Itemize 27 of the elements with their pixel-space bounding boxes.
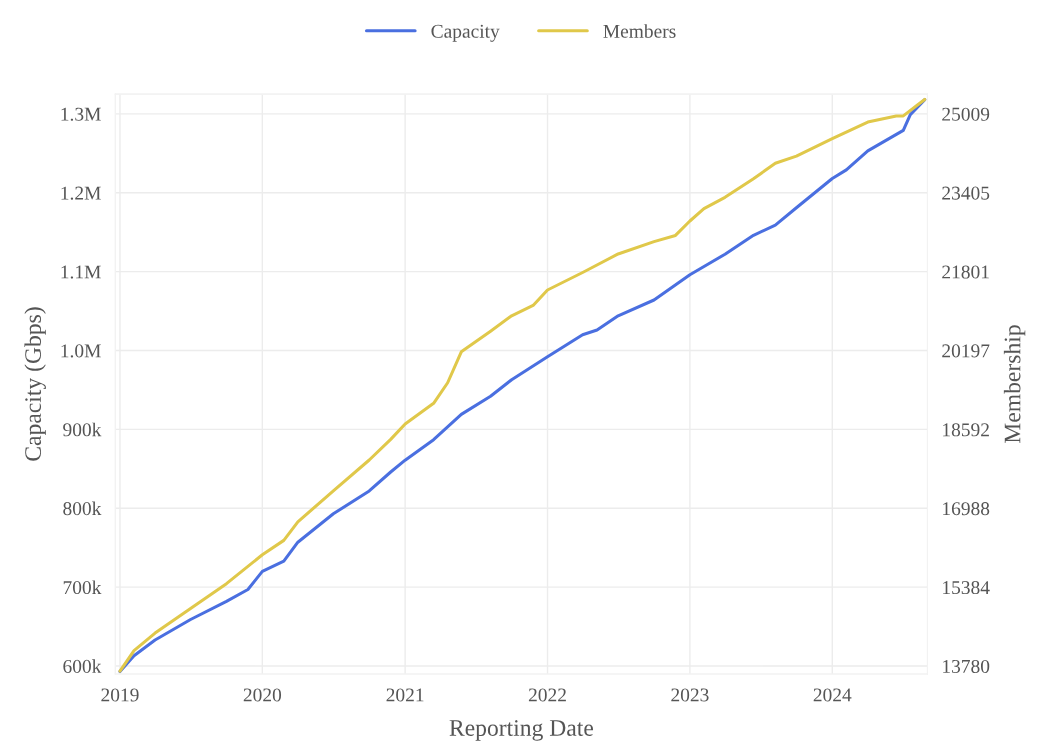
- x-tick-label: 2024: [813, 688, 852, 702]
- y2-tick-label: 16988: [943, 502, 990, 516]
- y2-axis-title: Membership: [1003, 325, 1026, 444]
- y2-tick-label: 21801: [942, 265, 989, 279]
- legend-label: Members: [603, 24, 676, 38]
- y2-tick-label: 20197: [942, 344, 990, 358]
- y-tick-label: 800k: [63, 501, 102, 516]
- y-tick-label: 1.2M: [61, 186, 101, 200]
- x-tick-label: 2020: [243, 688, 282, 702]
- y2-tick-label: 18592: [943, 423, 989, 437]
- y-axis-title: Capacity (Gbps): [24, 307, 46, 461]
- y2-tick-label: 15384: [943, 581, 990, 595]
- x-tick-label: 2023: [671, 688, 709, 702]
- legend-label: Capacity: [431, 24, 500, 42]
- y2-tick-label: 25009: [942, 107, 990, 121]
- x-tick-label: 2019: [101, 688, 139, 702]
- y-tick-label: 600k: [63, 659, 102, 673]
- y-tick-label: 1.1M: [61, 265, 101, 279]
- y2-tick-label: 13780: [943, 659, 990, 673]
- y-tick-label: 1.3M: [61, 107, 101, 121]
- y2-tick-label: 23405: [942, 186, 990, 200]
- x-tick-label: 2021: [386, 688, 424, 702]
- y-tick-label: 700k: [63, 580, 102, 595]
- y-tick-label: 1.0M: [61, 344, 101, 358]
- x-axis-title: Reporting Date: [449, 720, 594, 741]
- y-tick-label: 900k: [63, 422, 102, 437]
- x-tick-label: 2022: [528, 688, 566, 702]
